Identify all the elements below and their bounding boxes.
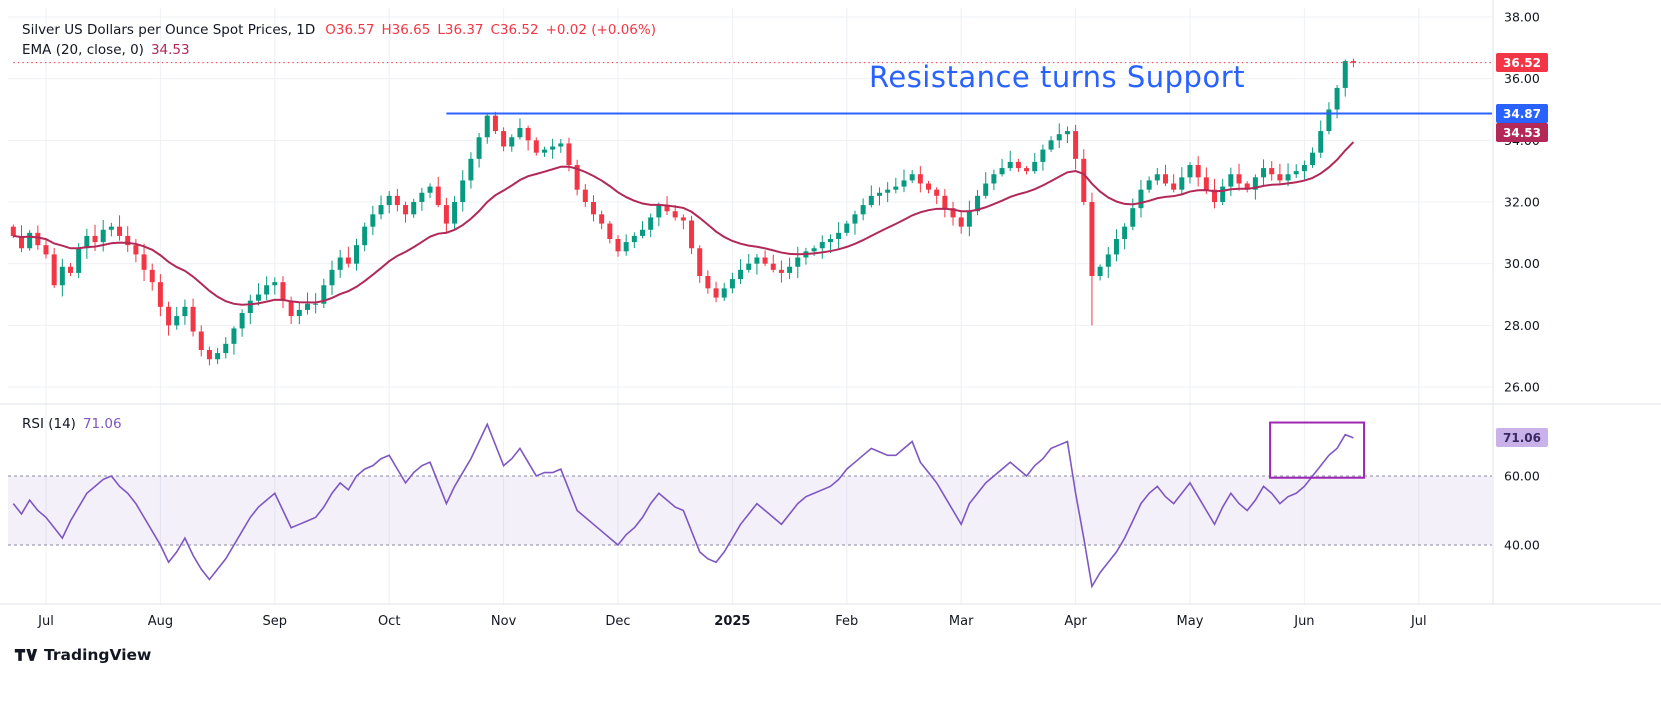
x-axis-label: Apr — [1064, 614, 1087, 629]
symbol-legend[interactable]: Silver US Dollars per Ounce Spot Prices,… — [22, 22, 663, 38]
ohlc-close: C36.52 — [490, 22, 539, 38]
last-price-badge: 36.52 — [1496, 53, 1548, 73]
x-axis-label: Sep — [263, 614, 288, 629]
x-axis-label: Nov — [491, 614, 517, 629]
ema-legend[interactable]: EMA (20, close, 0) 34.53 — [22, 42, 197, 58]
price-tick-label: 26.00 — [1504, 380, 1540, 395]
rsi-tick-label: 60.00 — [1504, 469, 1540, 484]
x-axis-label: Aug — [148, 614, 173, 629]
price-tick-label: 32.00 — [1504, 195, 1540, 210]
ema-value: 34.53 — [150, 42, 190, 58]
annotation-resistance-turns-support[interactable]: Resistance turns Support — [869, 60, 1246, 94]
x-axis-label: 2025 — [714, 614, 750, 629]
vertical-gridlines — [45, 8, 1420, 604]
ema-legend-label: EMA (20, close, 0) — [22, 42, 144, 58]
ema-line — [13, 141, 1355, 306]
rsi-legend-label: RSI (14) — [22, 416, 76, 432]
watermark-text: TradingView — [44, 646, 152, 664]
x-axis-label: Dec — [605, 614, 630, 629]
ohlc-high: H36.65 — [381, 22, 431, 38]
separators — [0, 0, 1661, 605]
rsi-highlight-box[interactable] — [1269, 421, 1366, 479]
x-axis-label: May — [1177, 614, 1204, 629]
rsi-line — [12, 422, 1354, 589]
price-tick-label: 28.00 — [1504, 318, 1540, 333]
symbol-title: Silver US Dollars per Ounce Spot Prices,… — [22, 22, 316, 38]
ema-price-badge: 34.53 — [1496, 123, 1548, 142]
horizontal-gridlines — [8, 16, 1492, 388]
x-axis-label: Mar — [949, 614, 974, 629]
x-axis-label: Jun — [1293, 614, 1314, 629]
candlestick-series — [10, 58, 1356, 366]
price-axis[interactable]: 38.0036.0034.0032.0030.0028.0026.0060.00… — [1504, 10, 1540, 553]
rsi-value-badge: 71.06 — [1496, 428, 1548, 448]
tradingview-logo-icon — [14, 649, 38, 661]
level-price-badge: 34.87 — [1496, 104, 1548, 123]
ohlc-open: O36.57 — [325, 22, 375, 38]
x-axis-label: Jul — [1410, 614, 1427, 629]
ohlc-low: L36.37 — [437, 22, 484, 38]
rsi-band — [8, 475, 1492, 546]
price-tick-label: 38.00 — [1504, 10, 1540, 25]
x-axis-label: Oct — [378, 614, 400, 629]
price-change: +0.02 (+0.06%) — [545, 22, 656, 38]
rsi-tick-label: 40.00 — [1504, 538, 1540, 553]
rsi-value: 71.06 — [82, 416, 122, 432]
tradingview-logo[interactable]: TradingView — [14, 646, 151, 664]
x-axis-label: Jul — [37, 614, 54, 629]
price-tick-label: 36.00 — [1504, 71, 1540, 86]
price-tick-label: 30.00 — [1504, 256, 1540, 271]
x-axis-label: Feb — [835, 614, 858, 629]
rsi-legend[interactable]: RSI (14) 71.06 — [22, 416, 129, 432]
time-axis[interactable]: Jul Aug Sep Oct Nov Dec 2025 Feb Mar Apr May Jun Jul — [37, 614, 1426, 629]
